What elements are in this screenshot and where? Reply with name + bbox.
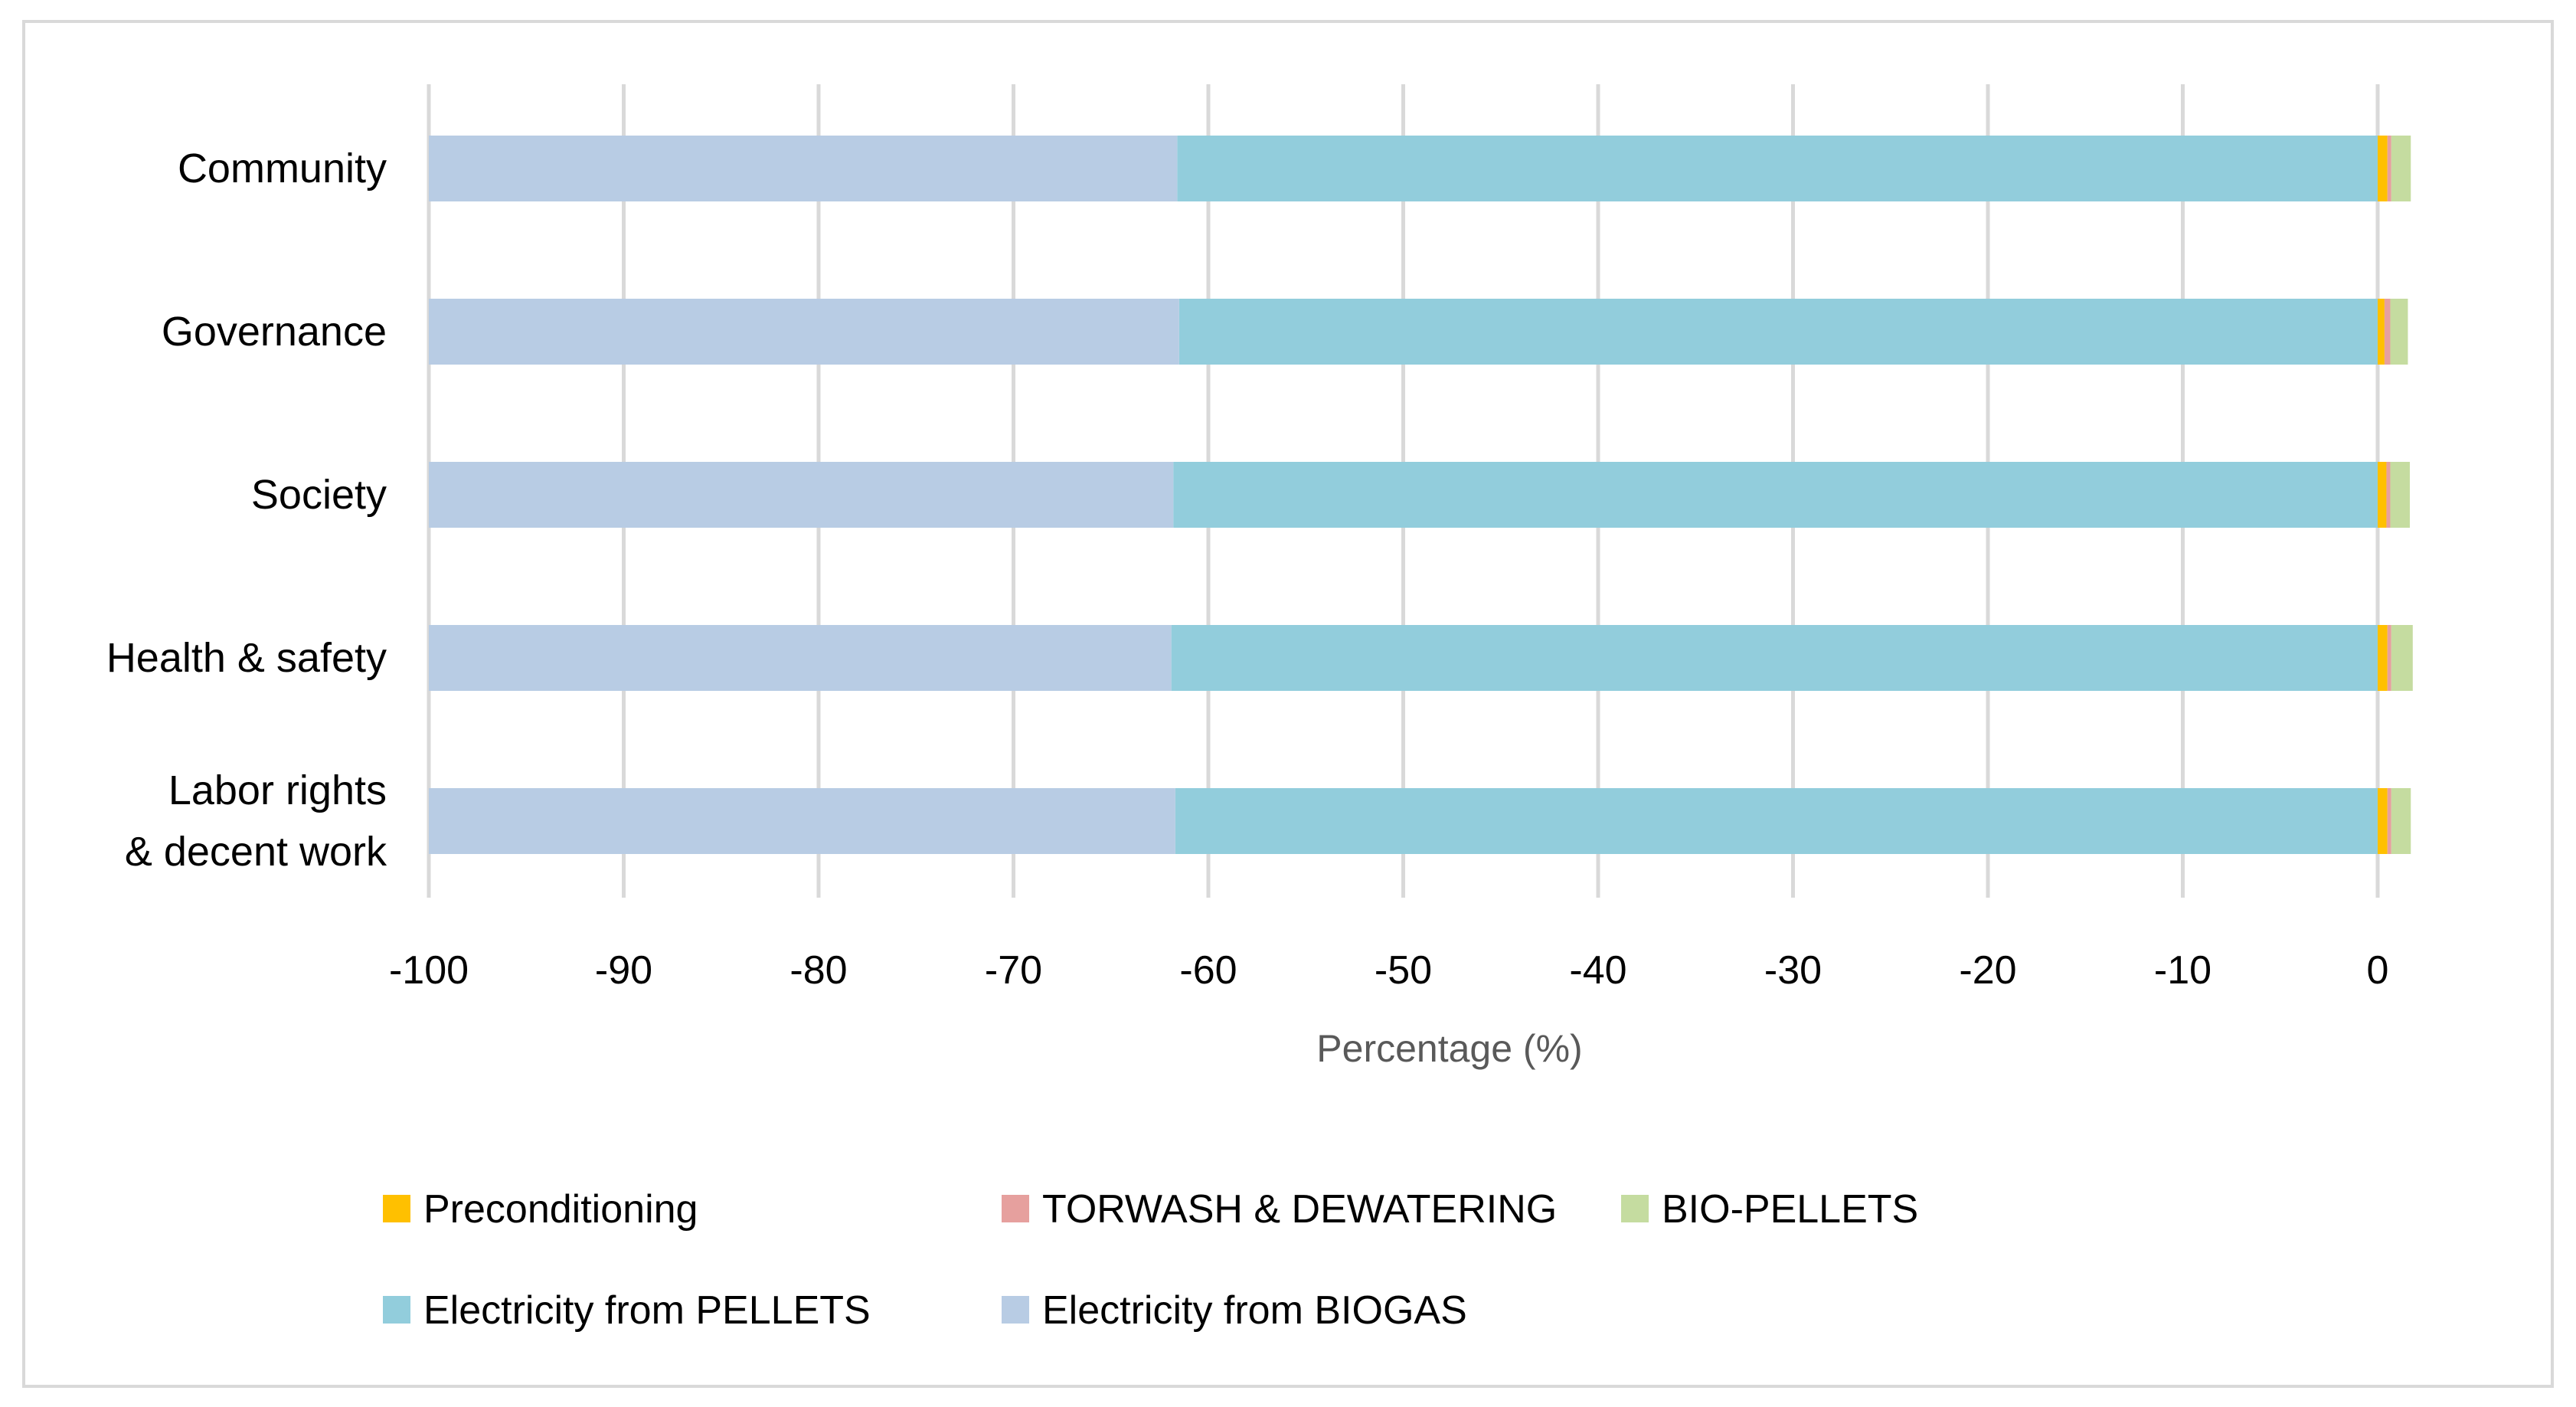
legend-label: TORWASH & DEWATERING	[1042, 1187, 1557, 1232]
chart-frame	[22, 20, 2554, 1388]
bar-electricity-from-biogas	[429, 299, 1179, 365]
x-tick-label: -60	[1179, 948, 1237, 993]
bar-preconditioning	[2378, 788, 2388, 854]
bar-preconditioning	[2378, 625, 2388, 691]
x-tick-label: -90	[595, 948, 652, 993]
bar-electricity-from-biogas	[429, 788, 1175, 854]
category-label: Governance	[162, 309, 387, 355]
bar-electricity-from-biogas	[429, 462, 1174, 528]
legend-swatch	[383, 1296, 410, 1324]
bar-preconditioning	[2378, 462, 2387, 528]
legend: Preconditioning TORWASH & DEWATERING BIO-P…	[383, 1187, 1918, 1333]
legend-swatch	[1621, 1195, 1649, 1222]
bar-electricity-from-pellets	[1178, 299, 2378, 365]
bar-torwash-dewatering	[2387, 788, 2391, 854]
legend-item-electricity-from-biogas: Electricity from BIOGAS	[1002, 1288, 1467, 1333]
legend-label: Electricity from BIOGAS	[1042, 1288, 1467, 1333]
bar-electricity-from-pellets	[1173, 462, 2378, 528]
bar-electricity-from-pellets	[1171, 625, 2378, 691]
bar-electricity-from-pellets	[1177, 136, 2378, 201]
bar-electricity-from-biogas	[429, 625, 1172, 691]
category-label: Society	[251, 472, 387, 518]
x-tick-label: -50	[1375, 948, 1432, 993]
x-tick-label: -80	[789, 948, 847, 993]
bar-bio-pellets	[2391, 788, 2411, 854]
bar-preconditioning	[2378, 136, 2388, 201]
x-tick-label: -20	[1959, 948, 2016, 993]
bar-torwash-dewatering	[2387, 625, 2391, 691]
legend-swatch	[383, 1195, 410, 1222]
value-axis: -100 -90 -80 -70 -60 -50 -40 -30 -20 -10 0	[389, 948, 2389, 993]
bar-electricity-from-biogas	[429, 136, 1178, 201]
x-tick-label: -100	[389, 948, 469, 993]
x-tick-label: -10	[2154, 948, 2212, 993]
legend-item-electricity-from-pellets: Electricity from PELLETS	[383, 1288, 871, 1333]
x-tick-label: 0	[2367, 948, 2389, 993]
x-tick-label: -70	[985, 948, 1042, 993]
legend-swatch	[1002, 1296, 1029, 1324]
category-axis: Community Governance Society Health & safet…	[106, 146, 387, 875]
legend-label: BIO-PELLETS	[1662, 1187, 1918, 1232]
legend-label: Electricity from PELLETS	[423, 1288, 871, 1333]
bar-bio-pellets	[2391, 625, 2413, 691]
x-tick-label: -30	[1764, 948, 1822, 993]
category-label: & decent work	[125, 829, 387, 875]
bar-preconditioning	[2378, 299, 2385, 365]
bar-bio-pellets	[2390, 299, 2408, 365]
category-label: Community	[178, 146, 387, 191]
legend-label: Preconditioning	[423, 1187, 698, 1232]
bar-torwash-dewatering	[2386, 462, 2391, 528]
bar-torwash-dewatering	[2384, 299, 2391, 365]
legend-item-bio-pellets: BIO-PELLETS	[1621, 1187, 1918, 1232]
bar-bio-pellets	[2391, 136, 2411, 201]
legend-item-preconditioning: Preconditioning	[383, 1187, 698, 1232]
legend-item-torwash-dewatering: TORWASH & DEWATERING	[1002, 1187, 1557, 1232]
category-label: Health & safety	[106, 635, 387, 681]
bar-bio-pellets	[2390, 462, 2410, 528]
bars	[429, 136, 2413, 854]
x-tick-label: -40	[1569, 948, 1626, 993]
x-axis-title: Percentage (%)	[1316, 1027, 1582, 1070]
category-label: Labor rights	[168, 767, 387, 813]
bar-electricity-from-pellets	[1175, 788, 2378, 854]
bar-torwash-dewatering	[2387, 136, 2391, 201]
legend-swatch	[1002, 1195, 1029, 1222]
